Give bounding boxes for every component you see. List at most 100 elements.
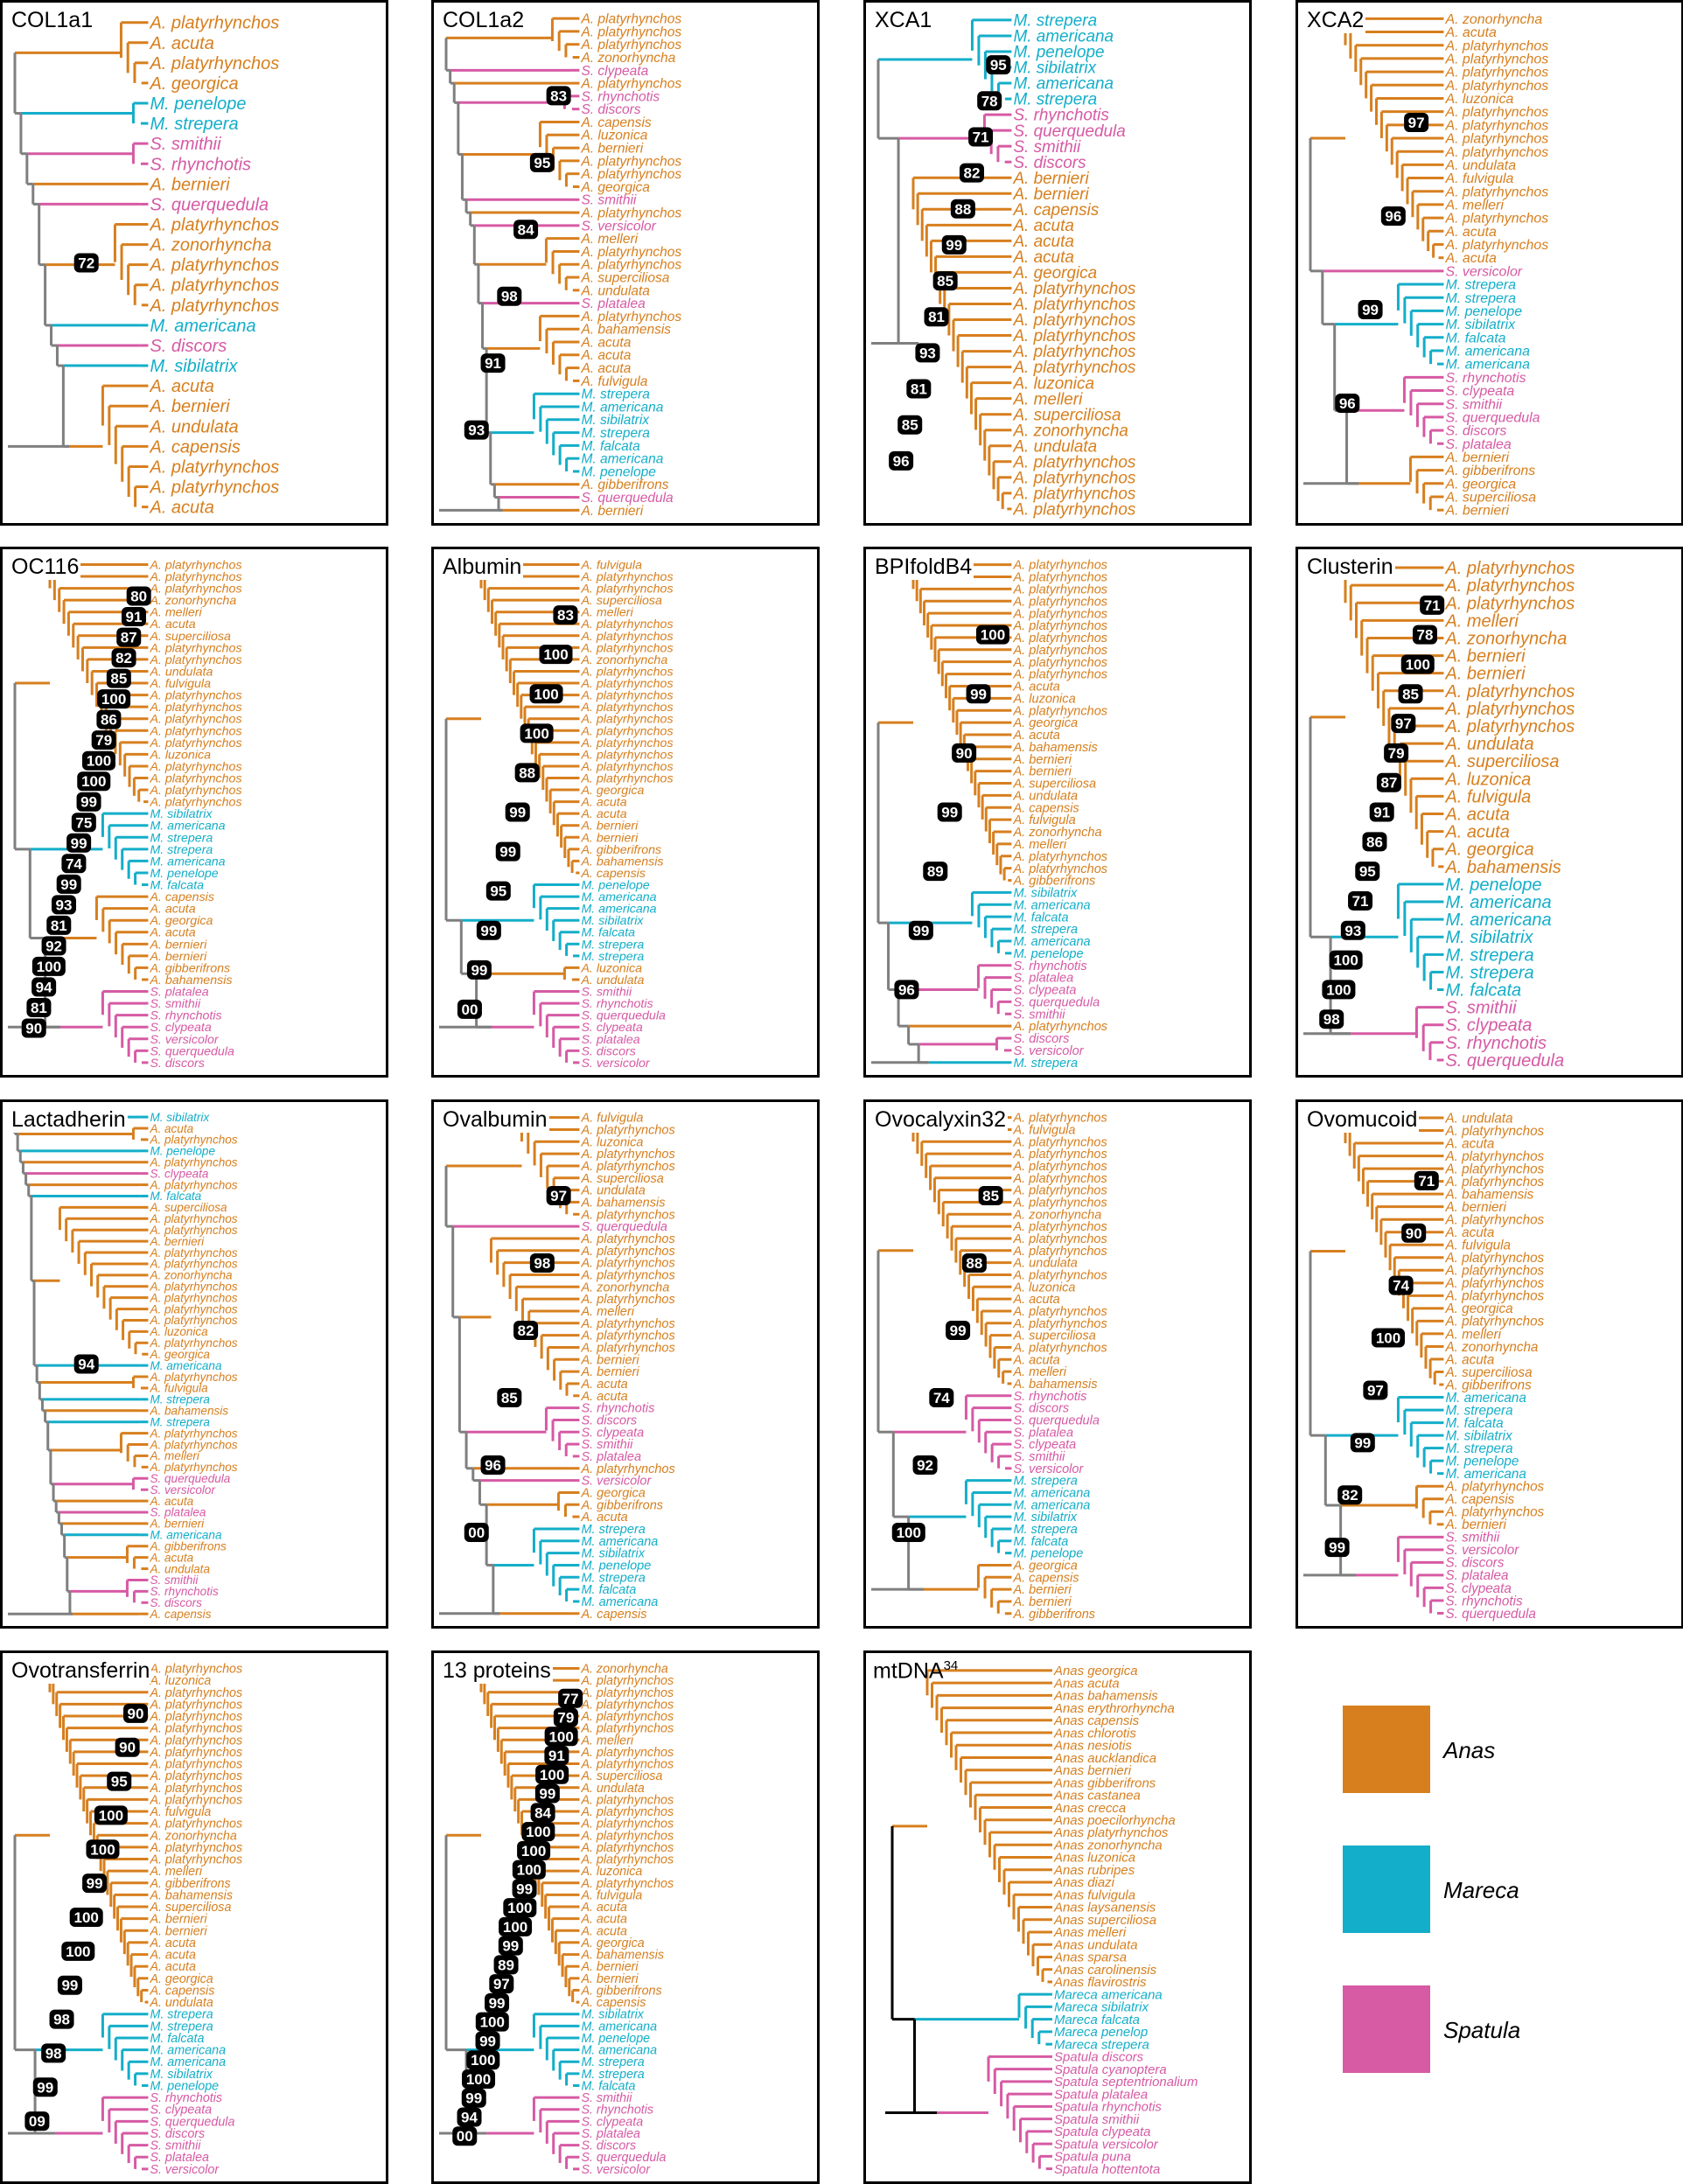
bootstrap-support: 100 <box>31 956 66 976</box>
tip-label: A. georgica <box>1444 1301 1512 1316</box>
bootstrap-value: 90 <box>25 1020 42 1036</box>
tip-label: S. clypeata <box>1013 984 1076 998</box>
tip-label: A. platyrhynchos <box>580 583 673 597</box>
tip-label: Anas crecca <box>1053 1801 1126 1816</box>
tip-label: A. bahamensis <box>1444 858 1561 877</box>
bootstrap-support: 100 <box>69 1908 103 1927</box>
tip-label: A. platyrhynchos <box>580 77 681 92</box>
bootstrap-support: 98 <box>1319 1009 1344 1029</box>
bootstrap-support: 99 <box>946 1321 971 1340</box>
tip-label: S. discors <box>581 102 640 117</box>
tip-label: A. platyrhynchos <box>149 1280 237 1294</box>
tip-label: A. zonorhyncha <box>580 1280 669 1294</box>
tip-label: M. americana <box>581 400 663 415</box>
tip-label: A. bahamensis <box>580 1949 664 1963</box>
bootstrap-value: 79 <box>95 732 112 749</box>
tip-label: Anas rubripes <box>1053 1863 1135 1878</box>
tip-label: M. strepera <box>150 2008 213 2022</box>
tip-label: A. acuta <box>580 1901 627 1915</box>
bootstrap-value: 94 <box>36 979 52 995</box>
tip-label: A. bernieri <box>1012 170 1089 188</box>
tip-label: A. platyrhynchos <box>1444 145 1548 160</box>
bootstrap-value: 100 <box>471 2052 495 2069</box>
tip-label: A. platyrhynchos <box>149 724 241 738</box>
tip-label: A. undulata <box>580 283 650 298</box>
tip-label: A. platyrhynchos <box>1444 238 1548 253</box>
tip-label: M. penelope <box>150 867 218 881</box>
tip-label: S. smithii <box>150 2139 201 2153</box>
tip-label: Mareca sibilatrix <box>1054 2000 1149 2015</box>
tip-label: S. smithii <box>1013 1008 1065 1022</box>
tip-label: S. smithii <box>150 135 221 154</box>
tip-label: A. zonorhyncha <box>149 1269 233 1282</box>
tip-label: A. platyrhynchos <box>1444 1505 1544 1520</box>
panel-title-text: BPIfoldB4 <box>875 555 973 579</box>
tip-label: A. fulvigula <box>1012 813 1075 827</box>
bootstrap-value: 99 <box>950 1322 967 1339</box>
bootstrap-support: 100 <box>86 1839 120 1860</box>
tip-label: M. falcata <box>581 1583 636 1597</box>
bootstrap-value: 100 <box>534 686 558 702</box>
tip-label: S. rhynchotis <box>1013 107 1109 125</box>
bootstrap-support: 100 <box>503 1898 537 1918</box>
tree-panel: A. platyrhynchos A. platyrhynchos A. platy… <box>863 547 1252 1078</box>
bootstrap-value: 100 <box>466 2071 491 2088</box>
bootstrap-support: 97 <box>546 1186 571 1205</box>
bootstrap-support: 81 <box>26 997 52 1017</box>
tip-label: M. strepera <box>581 1523 645 1537</box>
bootstrap-support: 94 <box>31 977 57 997</box>
tip-label: M. strepera <box>1445 278 1516 293</box>
tip-label: S. discors <box>150 1057 204 1071</box>
tip-label: M. penelope <box>581 2032 650 2046</box>
bootstrap-value: 81 <box>928 309 945 325</box>
bootstrap-support: 99 <box>505 802 530 822</box>
tip-label: A. zonorhyncha <box>1444 1340 1538 1355</box>
bootstrap-support: 95 <box>107 1771 132 1791</box>
tip-label: A. platyrhynchos <box>149 256 279 276</box>
tip-label: A. bernieri <box>149 175 230 194</box>
tip-label: M. americana <box>1445 1467 1526 1482</box>
bootstrap-value: 100 <box>526 1824 550 1840</box>
bootstrap-support: 90 <box>952 743 977 763</box>
tip-label: Anas superciliosa <box>1053 1913 1156 1928</box>
tree-panel: M. sibilatrix A. acuta A. platyrhynchos M. … <box>0 1099 388 1629</box>
tip-label: A. capensis <box>580 867 646 881</box>
bootstrap-value: 99 <box>946 237 962 254</box>
panel-title-text: mtDNA <box>873 1658 944 1684</box>
bootstrap-value: 100 <box>897 1525 921 1541</box>
tip-label: S. platalea <box>150 986 208 1000</box>
bootstrap-support: 100 <box>1372 1328 1405 1348</box>
panel-title-text: Albumin <box>443 555 522 579</box>
tip-label: A. zonorhyncha <box>1012 826 1101 840</box>
bootstrap-value: 85 <box>937 273 953 290</box>
bootstrap-value: 88 <box>966 1255 982 1272</box>
tip-label: M. falcata <box>150 2032 204 2046</box>
tip-label: A. platyrhynchos <box>1444 185 1548 199</box>
tip-label: Anas poecilorhyncha <box>1053 1813 1176 1828</box>
tip-label: M. americana <box>150 2055 226 2069</box>
tip-label: A. superciliosa <box>1012 778 1096 792</box>
tip-label: A. platyrhynchos <box>149 1769 242 1783</box>
bootstrap-value: 99 <box>509 805 526 821</box>
tip-label: A. melleri <box>580 1305 634 1319</box>
bootstrap-support: 99 <box>941 234 967 255</box>
tip-label: A. capensis <box>149 890 214 904</box>
tip-label: A. platyrhynchos <box>1444 79 1548 94</box>
legend-swatch <box>1343 1985 1430 2073</box>
tip-label: A. platyrhynchos <box>149 1371 237 1384</box>
bootstrap-value: 99 <box>61 1978 78 1994</box>
tip-label: A. platyrhynchos <box>1012 1305 1107 1319</box>
tip-label: A. zonorhyncha <box>149 1829 236 1843</box>
panel-title: OC116 <box>10 555 81 580</box>
tip-label: A. zonorhyncha <box>580 653 667 667</box>
panel-title-superscript: 34 <box>943 1658 959 1673</box>
tip-label: A. platyrhynchos <box>149 1734 242 1748</box>
tip-label: S. querquedula <box>1445 1051 1564 1071</box>
tree-panel: A. platyrhynchos A. platyrhynchos A. platy… <box>1295 547 1683 1078</box>
tip-label: M. falcata <box>1445 981 1521 1001</box>
bootstrap-support: 96 <box>480 1455 506 1475</box>
tip-label: S. smithii <box>581 193 636 208</box>
tip-label: M. americana <box>150 855 225 869</box>
